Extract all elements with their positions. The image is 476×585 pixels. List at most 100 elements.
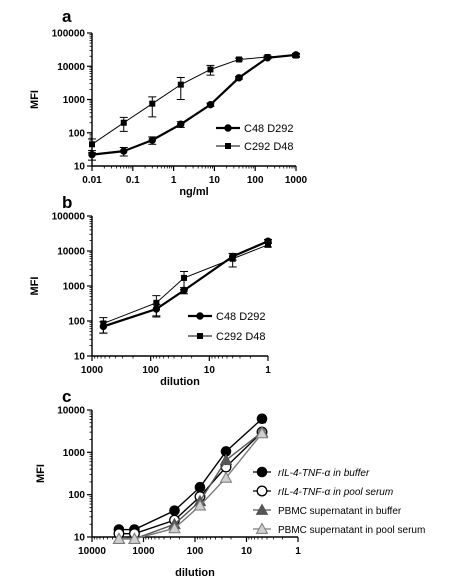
data-point	[193, 499, 207, 511]
y-tick-label: 10	[74, 352, 86, 363]
y-tick-label: 10000	[57, 62, 85, 73]
data-point	[177, 120, 185, 128]
data-point	[100, 320, 107, 327]
y-tick-label: 10	[74, 533, 86, 544]
x-tick-label: 10000	[78, 546, 106, 557]
y-tick-label: 10000	[57, 406, 85, 417]
legend-entry: C292 D48	[188, 331, 266, 343]
x-tick-label: 10	[209, 175, 221, 186]
data-point	[207, 66, 214, 73]
series-line	[118, 431, 263, 540]
x-tick-label: 1000	[132, 546, 155, 557]
legend-label: C48 D292	[244, 123, 294, 135]
y-tick-label: 100	[68, 317, 85, 328]
series-line	[118, 431, 263, 535]
x-tick-label: 1	[265, 365, 271, 376]
series-2	[113, 426, 268, 540]
data-point	[120, 119, 127, 126]
data-point	[168, 521, 181, 534]
y-axis-label: MFI	[29, 277, 41, 296]
legend-marker	[255, 503, 269, 515]
y-tick-label: 100000	[52, 212, 86, 223]
x-tick-label: 1000	[81, 365, 104, 376]
x-tick-label: 1	[171, 175, 177, 186]
data-point	[149, 100, 156, 107]
data-point	[265, 241, 271, 248]
legend-entry: PBMC supernatant in buffer	[253, 503, 402, 517]
legend-entry: rIL-4-TNF-α in pool serum	[253, 485, 393, 498]
data-point	[89, 141, 95, 148]
legend-entry: rIL-4-TNF-α in buffer	[253, 466, 370, 479]
x-tick-label: 10	[204, 365, 216, 376]
legend-label: PBMC supernatant in buffer	[278, 506, 402, 517]
data-point	[128, 532, 141, 544]
legend-marker	[255, 522, 269, 534]
y-tick-label: 1000	[63, 95, 86, 106]
y-axis-label: MFI	[35, 464, 47, 483]
legend-marker	[196, 312, 204, 320]
data-point	[112, 532, 126, 544]
legend-label: C292 D48	[216, 331, 266, 343]
series-1	[113, 413, 268, 535]
data-point	[148, 136, 156, 144]
series-line	[91, 53, 297, 156]
legend-entry: C48 D292	[216, 123, 294, 135]
data-point	[255, 426, 269, 439]
series-2	[99, 241, 272, 334]
data-point	[177, 81, 184, 88]
panel-letter: a	[62, 7, 72, 26]
data-point	[169, 505, 180, 516]
legend-entry: PBMC supernatant in pool serum	[253, 522, 425, 536]
y-tick-label: 100	[68, 128, 85, 139]
panel-letter: c	[62, 387, 71, 406]
legend-label: C292 D48	[244, 141, 294, 153]
x-tick-label: 1	[295, 546, 301, 557]
panel-b: b 10 100 1000 10000 100000 1000 100 10 1 dilution M…	[29, 193, 272, 388]
x-tick-label: 0.01	[82, 175, 102, 186]
legend-marker	[224, 124, 232, 132]
y-tick-label: 10	[74, 162, 86, 173]
legend-marker	[256, 485, 268, 497]
data-point	[181, 274, 188, 281]
x-axis-label: dilution	[160, 376, 200, 388]
legend-label: rIL-4-TNF-α in buffer	[278, 468, 370, 479]
data-point	[153, 299, 160, 306]
data-point	[219, 453, 233, 466]
legend-entry: C48 D292	[188, 311, 266, 323]
legend-entry: C292 D48	[216, 141, 294, 153]
x-tick-label: 100	[142, 365, 159, 376]
data-point	[264, 53, 271, 60]
legend-label: rIL-4-TNF-α in pool serum	[278, 487, 393, 498]
data-point	[206, 100, 215, 109]
data-point	[120, 147, 128, 155]
series-line	[91, 55, 297, 145]
legend-label: PBMC supernatant in pool serum	[278, 525, 425, 536]
y-tick-label: 100	[68, 490, 85, 501]
legend-marker	[256, 466, 268, 478]
legend-marker	[225, 143, 231, 149]
y-tick-label: 100000	[52, 29, 86, 40]
series-line	[118, 418, 263, 531]
legend-label: C48 D292	[216, 311, 266, 323]
data-point	[256, 413, 268, 425]
y-axis-label: MFI	[29, 90, 41, 109]
legend-marker	[197, 333, 203, 339]
y-tick-label: 1000	[63, 448, 86, 459]
panel-letter: b	[62, 193, 72, 212]
x-tick-label: 1000	[285, 175, 308, 186]
x-tick-label: 0.1	[126, 175, 140, 186]
x-tick-label: 10	[241, 546, 253, 557]
data-point	[229, 255, 236, 262]
data-point	[235, 74, 243, 82]
x-tick-label: 100	[247, 175, 264, 186]
data-point	[194, 481, 206, 493]
data-point	[219, 471, 233, 483]
data-point	[235, 56, 242, 63]
y-tick-label: 10000	[57, 247, 85, 258]
x-axis-label: dilution	[175, 567, 215, 579]
panel-a: a 10 100 1000 10000 100000 0.01 0.1 1 10 100 1000 ng…	[29, 7, 308, 198]
x-axis-label: ng/ml	[179, 186, 208, 198]
x-tick-label: 100	[187, 546, 204, 557]
panel-c: c 10 100 1000 10000 10000 1000 100 10 1 dilution MF…	[35, 387, 425, 579]
